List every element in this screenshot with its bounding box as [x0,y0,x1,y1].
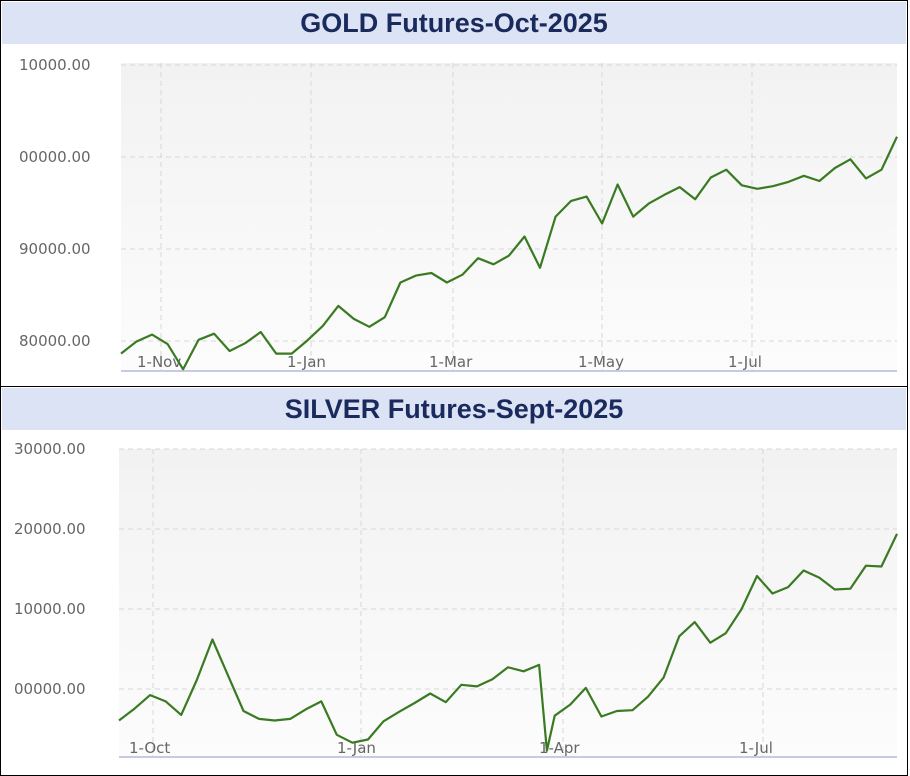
silver-y-tick-label: 00000.00 [14,680,86,698]
silver-x-tick-label: 1-Jan [337,739,376,757]
gold-chart-title: GOLD Futures-Oct-2025 [300,7,608,38]
silver-price-line [118,533,898,752]
silver-chart-title: SILVER Futures-Sept-2025 [284,393,624,424]
silver-y-tick-label: 10000.00 [14,600,86,618]
gold-x-tick-label: 1-Mar [429,353,473,371]
gold-price-line [120,136,898,371]
gold-x-tick-label: 1-May [578,353,624,371]
silver-y-tick-label: 30000.00 [14,440,86,458]
gold-chart-panel: GOLD Futures-Oct-2025 10000.00 00000.00 90… [0,0,908,387]
gold-chart: 10000.00 00000.00 90000.00 80000.00 1-Nov 1-J… [19,56,898,372]
gold-y-tick-label: 10000.00 [19,56,91,74]
silver-plot-area [119,449,897,757]
gold-title-bar: GOLD Futures-Oct-2025 [2,2,906,44]
silver-chart: 30000.00 20000.00 10000.00 00000.00 1-Oct 1-J… [14,440,898,758]
gold-x-tick-label: 1-Jul [728,353,762,371]
gold-y-tick-label: 00000.00 [19,148,91,166]
silver-title-bar: SILVER Futures-Sept-2025 [2,388,906,430]
gold-y-tick-label: 90000.00 [19,240,91,258]
silver-x-tick-label: 1-Jul [739,739,773,757]
silver-y-tick-label: 20000.00 [14,520,86,538]
gold-x-tick-label: 1-Jan [287,353,326,371]
silver-chart-panel: SILVER Futures-Sept-2025 30000.00 20000.0… [0,386,908,776]
gold-y-tick-label: 80000.00 [19,332,91,350]
silver-x-tick-label: 1-Oct [129,739,170,757]
gold-plot-area [121,63,897,371]
gold-x-tick-label: 1-Nov [137,353,181,371]
